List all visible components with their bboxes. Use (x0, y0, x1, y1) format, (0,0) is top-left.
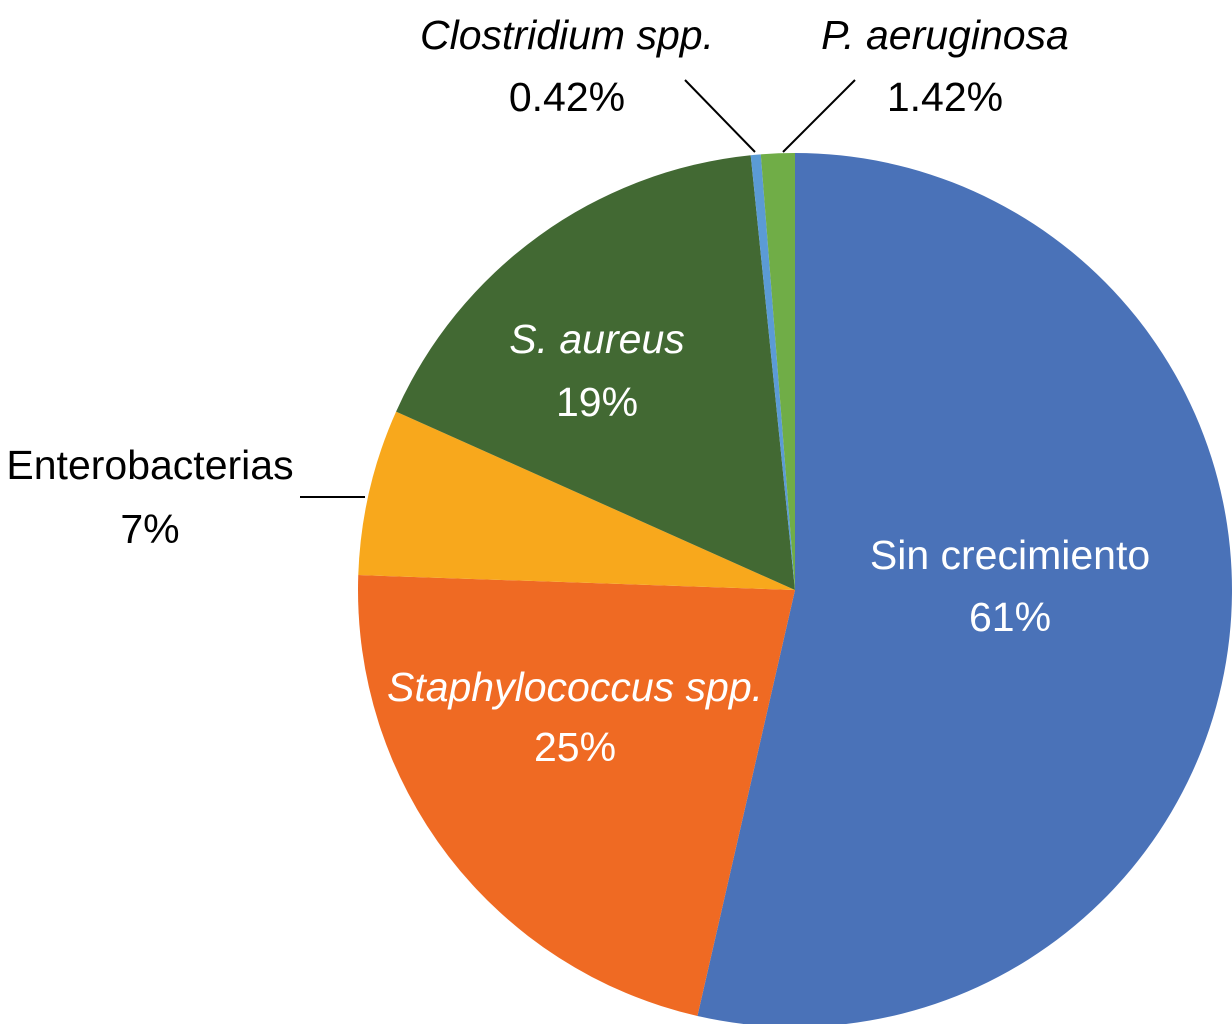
slice-label: Enterobacterias (6, 442, 293, 488)
value-label: 25% (534, 724, 616, 770)
slice-label: P. aeruginosa (821, 12, 1069, 58)
leader-line (684, 79, 756, 153)
value-label: 61% (969, 594, 1051, 640)
slice-label: Clostridium spp. (420, 12, 714, 58)
pie-slice (357, 575, 795, 1016)
slice-label: Staphylococcus spp. (387, 664, 763, 710)
value-label: 0.42% (509, 74, 625, 120)
pie-slice (750, 154, 795, 590)
slice-label: Sin crecimiento (870, 532, 1150, 578)
value-label: 7% (120, 506, 179, 552)
pie-slice (760, 153, 795, 590)
pie-slice (396, 155, 795, 590)
value-label: 19% (556, 379, 638, 425)
slice-label: S. aureus (509, 316, 685, 362)
pie-slice (697, 153, 1232, 1024)
value-label: 1.42% (887, 74, 1003, 120)
leader-line (782, 79, 856, 153)
pie-slice (358, 411, 795, 590)
